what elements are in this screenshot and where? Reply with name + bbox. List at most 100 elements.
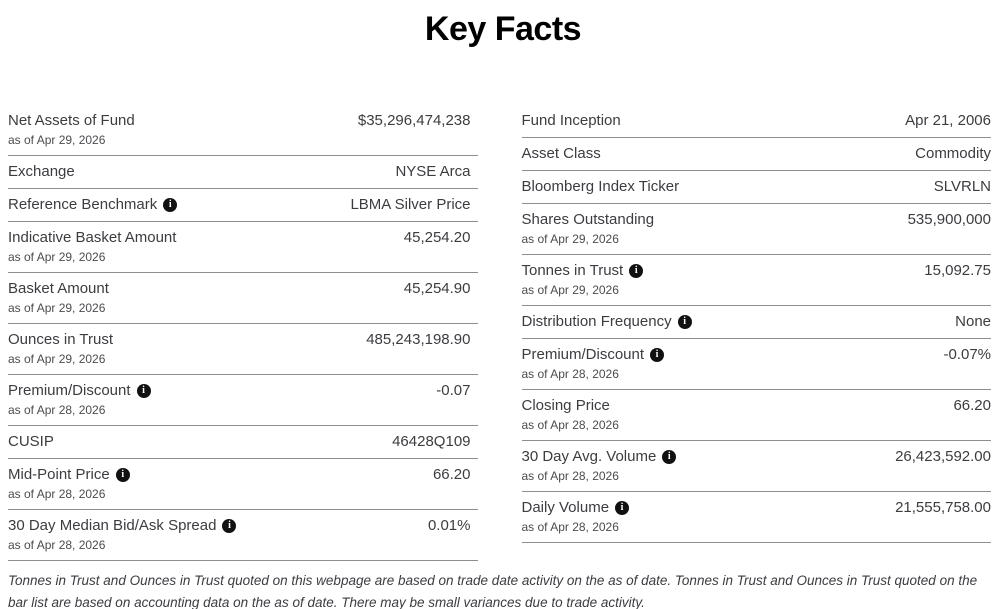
key-fact-label-line: 30 Day Avg. Volume i: [522, 447, 677, 466]
key-fact-label-block: Bloomberg Index Ticker: [522, 177, 680, 196]
key-fact-asof-date: as of Apr 28, 2026: [8, 538, 106, 552]
key-fact-row: 30 Day Avg. Volume i as of Apr 28, 2026 …: [521, 441, 991, 492]
key-fact-value: 15,092.75: [924, 262, 991, 279]
info-icon[interactable]: i: [222, 518, 237, 533]
key-fact-label: Closing Price: [521, 397, 610, 414]
key-fact-value: 26,423,592.00: [895, 448, 991, 465]
key-fact-row: Exchange NYSE Arca: [8, 156, 478, 189]
info-icon[interactable]: i: [650, 347, 665, 362]
info-icon[interactable]: i: [677, 314, 692, 329]
key-fact-label-block: Asset Class: [522, 144, 601, 163]
key-fact-label-block: Fund Inception: [522, 111, 621, 130]
key-fact-asof-date: as of Apr 29, 2026: [8, 133, 106, 147]
key-fact-label: Fund Inception: [521, 112, 621, 129]
key-facts-columns: Net Assets of Fund as of Apr 29, 2026 $3…: [0, 105, 1006, 561]
key-fact-label: Basket Amount: [8, 280, 109, 297]
key-fact-label-block: Shares Outstanding as of Apr 29, 2026: [522, 210, 655, 247]
key-fact-label: Asset Class: [521, 145, 601, 162]
key-fact-row: Closing Price as of Apr 28, 2026 66.20: [521, 390, 991, 441]
key-fact-label-block: Premium/Discount i as of Apr 28, 2026: [8, 381, 151, 418]
key-fact-row: 30 Day Median Bid/Ask Spread i as of Apr…: [8, 510, 478, 561]
key-fact-label-block: 30 Day Avg. Volume i as of Apr 28, 2026: [522, 447, 677, 484]
key-fact-value: -0.07%: [943, 346, 991, 363]
key-fact-label-line: Fund Inception: [522, 111, 621, 130]
key-fact-label: Exchange: [8, 163, 75, 180]
key-fact-value: Commodity: [915, 145, 991, 162]
info-icon[interactable]: i: [115, 467, 130, 482]
key-fact-value: 535,900,000: [907, 211, 991, 228]
key-fact-row: Fund Inception Apr 21, 2006: [521, 105, 991, 138]
key-fact-label-line: Asset Class: [522, 144, 601, 163]
key-fact-asof-date: as of Apr 29, 2026: [521, 283, 619, 297]
key-fact-label-block: Distribution Frequency i: [522, 312, 692, 331]
key-fact-value: 66.20: [953, 397, 991, 414]
key-fact-label-line: Tonnes in Trust i: [522, 261, 644, 280]
key-fact-row: Asset Class Commodity: [521, 138, 991, 171]
key-fact-value: 66.20: [432, 466, 471, 483]
key-fact-row: Shares Outstanding as of Apr 29, 2026 53…: [521, 204, 991, 255]
key-fact-asof-date: as of Apr 28, 2026: [8, 403, 106, 417]
key-fact-label-line: Bloomberg Index Ticker: [522, 177, 680, 196]
key-fact-label-block: Net Assets of Fund as of Apr 29, 2026: [8, 111, 135, 148]
key-fact-label-block: Mid-Point Price i as of Apr 28, 2026: [8, 465, 130, 502]
key-fact-asof-date: as of Apr 28, 2026: [521, 520, 619, 534]
footnote: Tonnes in Trust and Ounces in Trust quot…: [8, 573, 978, 609]
key-fact-row: Indicative Basket Amount as of Apr 29, 2…: [8, 222, 478, 273]
key-fact-label-block: CUSIP: [8, 432, 54, 451]
key-fact-asof-date: as of Apr 28, 2026: [521, 418, 619, 432]
info-icon[interactable]: i: [662, 449, 677, 464]
key-fact-row: Distribution Frequency i None: [521, 306, 991, 339]
key-fact-row: Premium/Discount i as of Apr 28, 2026 -0…: [8, 375, 478, 426]
key-fact-label-line: Premium/Discount i: [8, 381, 151, 400]
key-fact-label-line: Basket Amount: [8, 279, 109, 298]
key-fact-asof-date: as of Apr 29, 2026: [521, 232, 619, 246]
key-fact-label-line: CUSIP: [8, 432, 54, 451]
key-fact-label: Premium/Discount: [521, 346, 645, 363]
key-fact-label-block: Tonnes in Trust i as of Apr 29, 2026: [522, 261, 644, 298]
key-fact-asof-date: as of Apr 29, 2026: [8, 301, 106, 315]
key-fact-row: Reference Benchmark i LBMA Silver Price: [8, 189, 478, 222]
key-fact-row: Premium/Discount i as of Apr 28, 2026 -0…: [521, 339, 991, 390]
key-fact-label-line: Distribution Frequency i: [522, 312, 692, 331]
info-icon[interactable]: i: [163, 197, 178, 212]
key-fact-row: Basket Amount as of Apr 29, 2026 45,254.…: [8, 273, 478, 324]
key-fact-label: Tonnes in Trust: [521, 262, 624, 279]
key-fact-row: Daily Volume i as of Apr 28, 2026 21,555…: [521, 492, 991, 543]
key-fact-value: 46428Q109: [392, 433, 471, 450]
key-fact-label-line: Mid-Point Price i: [8, 465, 130, 484]
key-fact-label-line: Indicative Basket Amount: [8, 228, 176, 247]
key-fact-label-line: Premium/Discount i: [522, 345, 665, 364]
key-fact-label-line: Shares Outstanding: [522, 210, 655, 229]
key-fact-label: Mid-Point Price: [8, 466, 110, 483]
key-fact-label-block: Basket Amount as of Apr 29, 2026: [8, 279, 109, 316]
key-fact-label-line: Exchange: [8, 162, 75, 181]
key-fact-value: $35,296,474,238: [357, 112, 471, 129]
key-fact-label: Distribution Frequency: [521, 313, 672, 330]
key-fact-row: Mid-Point Price i as of Apr 28, 2026 66.…: [8, 459, 478, 510]
key-fact-label: 30 Day Avg. Volume: [521, 448, 657, 465]
key-fact-value: 45,254.90: [403, 280, 471, 297]
key-fact-value: NYSE Arca: [395, 163, 471, 180]
key-facts-right-column: Fund Inception Apr 21, 2006 Asset Class …: [521, 105, 991, 561]
key-fact-value: 21,555,758.00: [895, 499, 991, 516]
key-fact-label-block: Indicative Basket Amount as of Apr 29, 2…: [8, 228, 176, 265]
key-fact-row: Tonnes in Trust i as of Apr 29, 2026 15,…: [521, 255, 991, 306]
key-fact-value: 45,254.20: [403, 229, 471, 246]
key-fact-row: Ounces in Trust as of Apr 29, 2026 485,2…: [8, 324, 478, 375]
key-fact-label: Ounces in Trust: [8, 331, 114, 348]
key-fact-label: Indicative Basket Amount: [8, 229, 177, 246]
key-fact-label-block: 30 Day Median Bid/Ask Spread i as of Apr…: [8, 516, 237, 553]
key-fact-label: Premium/Discount: [8, 382, 131, 399]
key-fact-value: 0.01%: [427, 517, 471, 534]
key-fact-label-block: Reference Benchmark i: [8, 195, 178, 214]
key-fact-row: Net Assets of Fund as of Apr 29, 2026 $3…: [8, 105, 478, 156]
info-icon[interactable]: i: [136, 383, 151, 398]
key-fact-label-line: Net Assets of Fund: [8, 111, 135, 130]
info-icon[interactable]: i: [615, 500, 630, 515]
info-icon[interactable]: i: [629, 263, 644, 278]
key-fact-label-line: Closing Price: [522, 396, 619, 415]
key-fact-value: SLVRLN: [933, 178, 991, 195]
page-title: Key Facts: [424, 10, 582, 48]
key-fact-asof-date: as of Apr 29, 2026: [8, 352, 106, 366]
